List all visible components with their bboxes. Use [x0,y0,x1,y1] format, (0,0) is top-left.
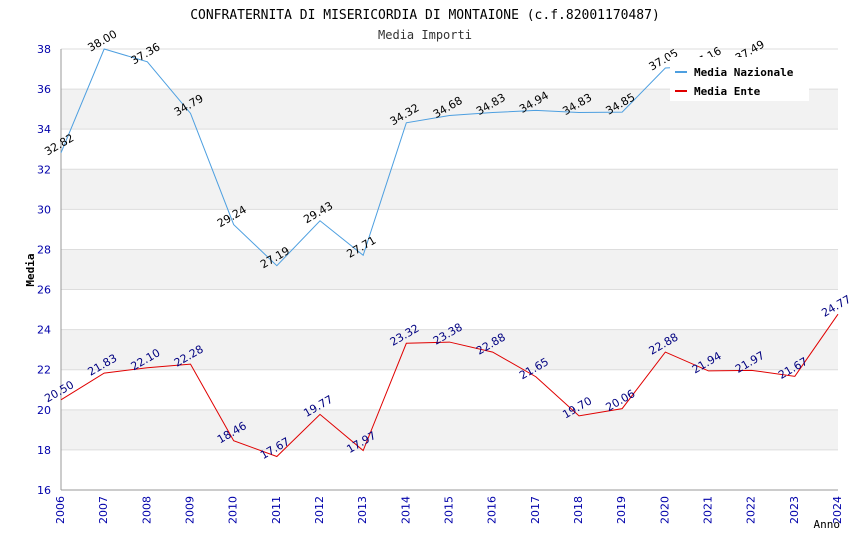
y-tick-label: 20 [37,404,51,417]
y-tick-label: 28 [37,243,51,256]
x-tick-label: 2013 [356,496,369,524]
data-label: 37.36 [129,40,163,67]
y-tick-label: 32 [37,163,51,176]
x-tick-label: 2023 [788,496,801,524]
y-tick-label: 26 [37,284,51,297]
x-tick-label: 2022 [745,496,758,524]
background-band [61,249,838,290]
series-line-2 [60,313,839,458]
y-tick-label: 34 [37,123,51,136]
y-tick-label: 22 [37,364,51,377]
x-tick-label: 2014 [399,496,412,524]
x-tick-label: 2006 [54,496,67,524]
axes [60,49,838,491]
x-tick-label: 2020 [658,496,671,524]
series-line-1 [60,48,752,267]
x-tick-label: 2007 [97,496,110,524]
y-tick-label: 16 [37,484,51,497]
x-tick-label: 2021 [702,496,715,524]
y-tick-labels: 16 18 20 22 24 26 28 30 32 34 36 38 [37,43,51,497]
chart-subtitle: Media Importi [378,28,472,42]
background-bands [61,89,838,450]
background-band [61,409,838,450]
x-tick-label: 2017 [529,496,542,524]
y-tick-label: 38 [37,43,51,56]
data-label: 24.77 [819,293,850,320]
y-tick-label: 24 [37,324,51,337]
legend-label: Media Nazionale [694,66,794,79]
x-tick-label: 2012 [313,496,326,524]
background-band [61,169,838,210]
x-tick-labels: 2006 2007 2008 2009 2010 2011 2012 2013 2014 2015… [54,496,844,524]
chart-title: CONFRATERNITA DI MISERICORDIA DI MONTAIO… [190,8,660,23]
x-tick-label: 2010 [227,496,240,524]
y-tick-label: 18 [37,444,51,457]
x-tick-label: 2015 [443,496,456,524]
x-tick-label: 2011 [270,496,283,524]
x-tick-label: 2008 [140,496,153,524]
legend-box [670,57,809,101]
y-tick-label: 36 [37,83,51,96]
x-tick-label: 2009 [184,496,197,524]
series-lines [60,48,839,458]
gridlines [61,48,838,491]
x-tick-label: 2024 [831,496,844,524]
y-tick-label: 30 [37,203,51,216]
background-band [61,329,838,370]
legend-label: Media Ente [694,85,761,98]
y-axis-label: Media [24,253,37,286]
x-tick-label: 2019 [615,496,628,524]
x-tick-label: 2018 [572,496,585,524]
legend: Media Nazionale Media Ente [670,57,809,101]
data-label: 20.50 [42,378,76,405]
x-tick-label: 2016 [486,496,499,524]
data-label: 38.00 [86,27,120,54]
x-axis-label: Anno [814,518,841,531]
